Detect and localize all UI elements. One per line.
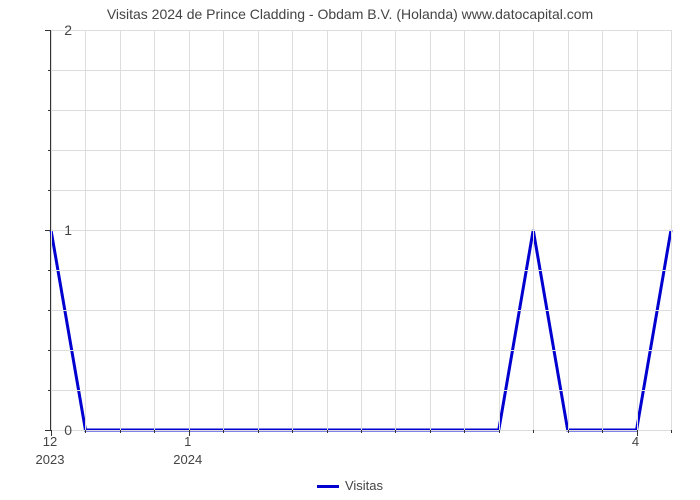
xtick-label: 12 bbox=[43, 434, 57, 449]
xtick-minor bbox=[292, 430, 293, 433]
xtick-minor bbox=[499, 430, 500, 433]
xtick-label: 1 bbox=[184, 434, 191, 449]
xtick-minor bbox=[258, 430, 259, 433]
ytick-minor bbox=[48, 150, 51, 151]
xtick-minor bbox=[602, 430, 603, 433]
ytick-minor bbox=[48, 190, 51, 191]
xtick-minor bbox=[395, 430, 396, 433]
legend: Visitas bbox=[0, 478, 700, 493]
gridline-v bbox=[258, 30, 259, 430]
gridline-v bbox=[499, 30, 500, 430]
ytick-minor bbox=[48, 390, 51, 391]
gridline-v bbox=[154, 30, 155, 430]
ytick-minor bbox=[48, 270, 51, 271]
gridline-v bbox=[568, 30, 569, 430]
ytick-minor bbox=[48, 110, 51, 111]
gridline-v bbox=[464, 30, 465, 430]
gridline-v bbox=[533, 30, 534, 430]
gridline-v bbox=[223, 30, 224, 430]
gridline-v bbox=[327, 30, 328, 430]
xtick-year-label: 2023 bbox=[36, 452, 65, 467]
xtick-minor bbox=[85, 430, 86, 433]
gridline-v bbox=[120, 30, 121, 430]
xtick-minor bbox=[671, 430, 672, 433]
xtick-minor bbox=[568, 430, 569, 433]
ytick-minor bbox=[48, 70, 51, 71]
gridline-v bbox=[637, 30, 638, 430]
ytick-minor bbox=[48, 310, 51, 311]
xtick-minor bbox=[120, 430, 121, 433]
gridline-v bbox=[189, 30, 190, 430]
gridline-v bbox=[361, 30, 362, 430]
xtick-minor bbox=[533, 430, 534, 433]
xtick-minor bbox=[154, 430, 155, 433]
gridline-v bbox=[430, 30, 431, 430]
chart-container: Visitas 2024 de Prince Cladding - Obdam … bbox=[0, 0, 700, 500]
xtick-minor bbox=[464, 430, 465, 433]
xtick-minor bbox=[223, 430, 224, 433]
legend-label: Visitas bbox=[345, 478, 383, 493]
ytick-minor bbox=[48, 350, 51, 351]
xtick-minor bbox=[430, 430, 431, 433]
xtick-label: 4 bbox=[632, 434, 639, 449]
legend-swatch bbox=[317, 485, 339, 488]
chart-title: Visitas 2024 de Prince Cladding - Obdam … bbox=[0, 6, 700, 22]
ytick-label: 2 bbox=[32, 22, 72, 38]
gridline-v bbox=[602, 30, 603, 430]
gridline-v bbox=[671, 30, 672, 430]
gridline-v bbox=[395, 30, 396, 430]
plot-area bbox=[50, 30, 671, 431]
xtick-minor bbox=[327, 430, 328, 433]
gridline-v bbox=[292, 30, 293, 430]
gridline-v bbox=[85, 30, 86, 430]
xtick-year-label: 2024 bbox=[173, 452, 202, 467]
xtick-minor bbox=[361, 430, 362, 433]
ytick-label: 1 bbox=[32, 222, 72, 238]
